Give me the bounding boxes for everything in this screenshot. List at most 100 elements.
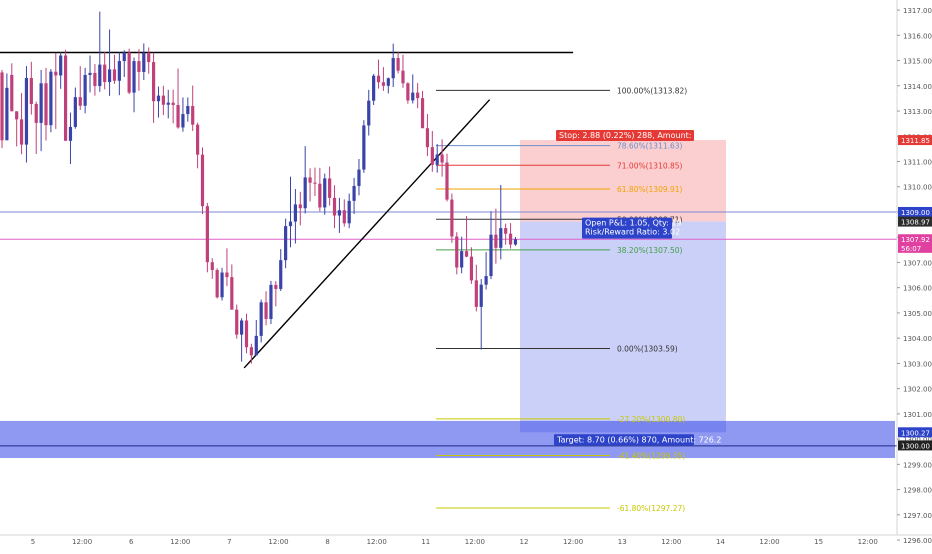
candle-body [347, 200, 351, 224]
stop-label: Stop: 2.88 (0.22%) 288, Amount: 506.18 [559, 131, 722, 140]
candle-body [83, 74, 87, 106]
candle-body [137, 61, 141, 72]
price-badge-bg-4 [898, 242, 932, 253]
candle-body [420, 98, 425, 129]
time-tick-label-7: 12:00 [367, 538, 387, 546]
candle-body [279, 260, 283, 289]
candle-body [10, 74, 14, 112]
price-tick-label-20: 1297.00 [903, 512, 932, 520]
time-tick-label-12: 13 [618, 538, 627, 546]
time-tick-label-17: 12:00 [858, 538, 878, 546]
candle-body [88, 72, 92, 75]
price-tick-label-4: 1313.00 [903, 108, 932, 116]
price-tick-label-18: 1299.00 [903, 461, 932, 469]
candle-body [151, 62, 156, 102]
candle-body [337, 210, 342, 216]
candle-body [166, 102, 170, 105]
price-tick-label-11: 1306.00 [903, 285, 932, 293]
fib-label-9: -61.80%(1297.27) [617, 504, 685, 513]
candle-body [411, 92, 415, 101]
candle-body [171, 102, 175, 105]
candle-body [161, 95, 165, 105]
candle-body [49, 71, 53, 126]
price-badge-bg-5 [898, 427, 932, 438]
candle-body [328, 178, 332, 198]
candle-body [142, 52, 146, 72]
candle-body [508, 233, 513, 245]
candle-body [5, 87, 9, 141]
price-tick-label-17: 1300.00 [903, 436, 932, 444]
candle-body [391, 58, 395, 79]
candle-body [284, 226, 288, 261]
time-tick-label-4: 7 [227, 538, 231, 546]
candle-body [499, 228, 503, 248]
candle-body [513, 239, 518, 245]
time-tick-label-8: 11 [421, 538, 430, 546]
candle-body [313, 182, 317, 184]
candle-body [293, 204, 297, 222]
stop-label-bg [556, 130, 694, 142]
candle-body [259, 302, 263, 336]
fib-label-2: 71.00%(1310.85) [617, 161, 683, 170]
candle-body [73, 97, 77, 127]
candle-body [362, 125, 366, 170]
candle-body [29, 77, 33, 104]
candle-body [200, 154, 205, 207]
candle-body [186, 105, 190, 115]
time-tick-label-2: 6 [129, 538, 134, 546]
time-tick-label-10: 12 [520, 538, 529, 546]
candle-body [479, 284, 483, 307]
time-tick-label-1: 12:00 [72, 538, 92, 546]
candle-body [274, 284, 278, 289]
candle-body [176, 104, 180, 128]
candle-body [220, 272, 224, 298]
candle-body [264, 302, 268, 319]
candle-body [78, 97, 82, 106]
candle-body [455, 236, 459, 268]
candle-body [489, 234, 493, 277]
price-badge-bg-2 [898, 216, 932, 227]
candle-body [117, 61, 121, 81]
candle-body [98, 64, 102, 87]
price-tick-label-15: 1302.00 [903, 386, 932, 394]
price-badge-5: 1300.27 [901, 429, 930, 437]
candle-body [303, 177, 307, 209]
price-badge-6: 1300.00 [901, 442, 930, 450]
target-zone [520, 221, 726, 433]
candle-body [191, 105, 195, 125]
candle-body [132, 61, 136, 93]
candle-body [450, 199, 454, 237]
price-badge-bg-3 [898, 234, 932, 245]
candle-body [352, 185, 356, 201]
price-tick-label-19: 1298.00 [903, 487, 932, 495]
price-tick-label-10: 1307.00 [903, 259, 932, 267]
candle-body [68, 126, 73, 141]
candle-body [425, 128, 430, 148]
fib-label-6: 0.00%(1303.59) [617, 345, 678, 354]
price-tick-label-14: 1303.00 [903, 360, 932, 368]
time-tick-label-16: 15 [814, 538, 823, 546]
candle-body [406, 83, 410, 101]
price-tick-label-2: 1315.00 [903, 58, 932, 66]
candle-body [386, 78, 390, 86]
candle-body [445, 162, 449, 200]
fib-label-8: -41.40%(1299.35) [617, 452, 685, 461]
fib-label-7: -27.20%(1300.80) [617, 415, 685, 424]
candle-body [440, 154, 444, 163]
candle-body [0, 72, 4, 141]
price-badge-bg-6 [898, 440, 932, 451]
time-tick-label-11: 12:00 [563, 538, 583, 546]
candle-body [249, 347, 253, 356]
candle-body [215, 270, 219, 298]
candle-body [196, 124, 200, 155]
candle-body [112, 69, 117, 81]
candle-body [416, 92, 420, 99]
candle-body [93, 72, 97, 87]
candle-body [44, 83, 48, 126]
support-zone-band [0, 420, 895, 459]
price-badge-0: 1311.85 [901, 137, 930, 145]
candle-body [376, 75, 381, 83]
candle-body [122, 52, 126, 62]
